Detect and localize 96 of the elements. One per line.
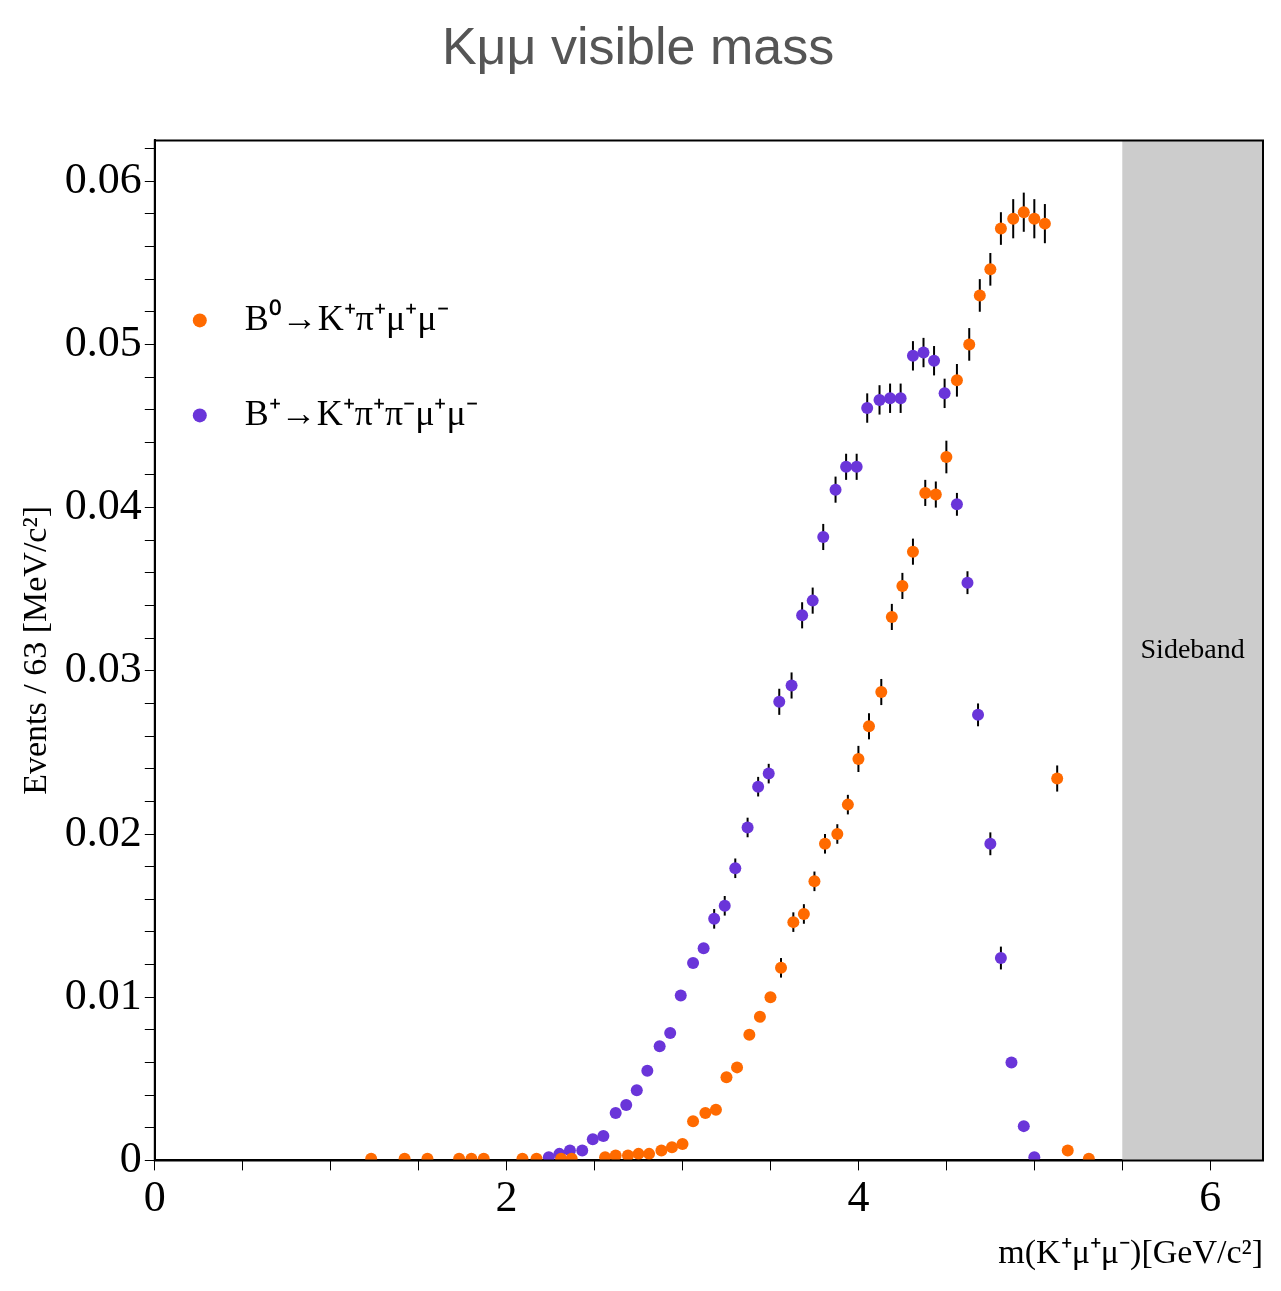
point [963,338,976,351]
point [1028,212,1041,225]
point [697,942,710,955]
point [984,837,997,850]
point [1051,772,1064,785]
y-tick-label: 0.05 [64,316,142,366]
point [884,392,897,405]
point [950,498,963,511]
point [664,1027,677,1040]
point [796,609,809,622]
point [699,1107,712,1120]
point [709,1103,722,1116]
point [950,374,963,387]
point [850,460,863,473]
point [687,1115,700,1128]
point [873,393,886,406]
point [752,780,765,793]
point [586,1133,599,1146]
point [928,354,941,367]
y-tick-label: 0.03 [64,643,142,693]
point [762,767,775,780]
y-tick-label: 0.06 [64,153,142,203]
point [861,402,874,415]
point [972,708,985,721]
point [984,263,997,276]
point [741,821,754,834]
point [753,1010,766,1023]
point [653,1040,666,1053]
point [875,686,888,699]
y-tick-label: 0.02 [64,806,142,856]
point [906,545,919,558]
point [743,1028,756,1041]
point [929,488,942,501]
point [665,1141,678,1154]
point [938,387,951,400]
y-axis-title: Events / 63 [MeV/c²] [16,506,54,795]
point [840,460,853,473]
point [785,679,798,692]
point [919,486,932,499]
point [731,1061,744,1074]
x-axis-title: m(K⁺μ⁺μ⁻)[GeV/c²] [998,1232,1263,1271]
point [806,594,819,607]
point [764,991,777,1004]
point [609,1107,622,1120]
point [940,451,953,464]
point [641,1064,654,1077]
x-tick-label: 2 [495,1172,518,1222]
point [576,1144,589,1157]
legend-label: B⁰→K⁺π⁺μ⁺μ⁻ [244,297,449,338]
point [674,989,687,1002]
point [906,349,919,362]
point [797,907,810,920]
point [729,862,742,875]
x-tick-label: 6 [1199,1172,1222,1222]
point [831,828,844,840]
point [896,579,909,592]
point [720,1071,733,1084]
point [643,1147,656,1160]
y-tick-label: 0 [119,1132,142,1182]
point [894,392,907,405]
point [620,1098,633,1111]
point [1038,217,1051,230]
point [1005,1056,1018,1069]
point [961,576,974,589]
point [597,1129,610,1142]
point [973,289,986,302]
band-label: Sideband [1140,632,1245,664]
point [808,875,821,888]
point [829,483,842,496]
point [687,956,700,969]
x-tick-label: 4 [847,1172,870,1222]
point [994,952,1007,965]
point [773,695,786,708]
point [1017,1120,1030,1133]
y-tick-label: 0.01 [64,969,142,1019]
y-tick-label: 0.04 [64,480,142,530]
point [787,916,800,929]
point [630,1084,643,1097]
legend-label: B⁺→K⁺π⁺π⁻μ⁺μ⁻ [244,392,478,433]
point [676,1138,689,1151]
point [1007,212,1020,225]
point [775,961,788,974]
point [1017,206,1030,219]
point [1061,1144,1074,1157]
point [819,837,831,850]
point [994,222,1007,235]
point [708,912,721,925]
point [852,752,865,765]
point [841,798,854,811]
point [862,720,875,733]
chart-title: Kμμ visible mass [441,16,835,75]
point [817,530,830,543]
point [917,346,930,359]
point [885,610,898,623]
point [655,1144,668,1157]
point [718,899,731,912]
